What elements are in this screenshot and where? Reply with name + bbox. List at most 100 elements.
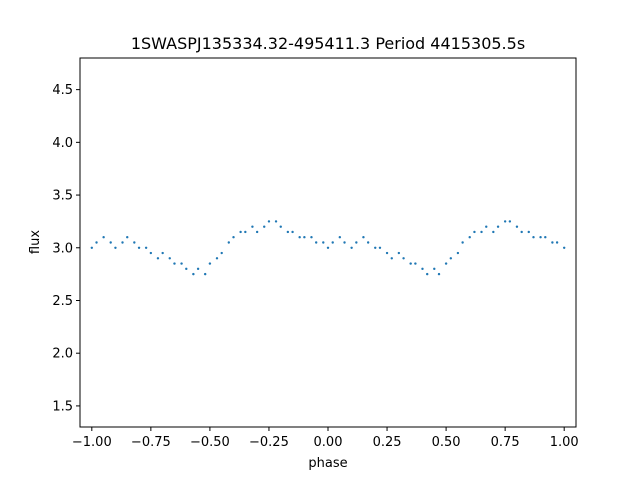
data-point — [390, 257, 393, 260]
data-point — [279, 225, 282, 228]
data-point — [314, 241, 318, 244]
scatter-points — [90, 220, 566, 276]
data-point — [95, 241, 98, 244]
data-point — [196, 267, 200, 271]
data-point — [449, 257, 453, 260]
data-point — [263, 225, 266, 228]
data-point — [555, 241, 559, 244]
data-point — [503, 220, 507, 223]
data-point — [255, 230, 259, 234]
y-tick-label: 4.5 — [52, 83, 73, 98]
data-point — [551, 241, 554, 244]
data-point — [156, 257, 160, 260]
data-point — [421, 267, 424, 271]
data-point — [508, 220, 512, 223]
data-point — [310, 236, 313, 239]
data-point — [90, 246, 94, 249]
x-tick-label: −1.00 — [72, 435, 112, 450]
y-tick-label: 3.5 — [52, 189, 73, 204]
data-point — [326, 246, 330, 249]
data-point — [114, 246, 117, 249]
data-point — [378, 246, 382, 249]
x-axis: −1.00 −0.75 −0.50 −0.25 0.00 0.25 0.50 0.75 1.00 — [72, 427, 579, 450]
y-tick-label: 2.0 — [52, 347, 73, 362]
data-point — [539, 236, 542, 239]
data-point — [208, 262, 212, 265]
data-point — [173, 262, 176, 265]
y-tick-label: 1.5 — [52, 399, 73, 414]
x-tick-label: 0.25 — [373, 435, 402, 450]
data-point — [322, 241, 325, 244]
data-point — [397, 251, 401, 255]
data-point — [239, 230, 242, 234]
data-point — [444, 262, 448, 265]
data-point — [303, 236, 306, 239]
data-point — [251, 225, 254, 228]
data-point — [461, 241, 464, 244]
x-tick-label: 0.75 — [491, 435, 520, 450]
data-point — [227, 241, 230, 244]
data-point — [203, 272, 207, 276]
data-point — [161, 251, 164, 255]
data-point — [480, 230, 483, 234]
data-point — [220, 251, 223, 255]
data-point — [492, 230, 495, 234]
data-point — [520, 230, 523, 234]
y-tick-label: 4.0 — [52, 136, 73, 151]
data-point — [532, 236, 535, 239]
data-point — [456, 251, 460, 255]
y-axis: 1.5 2.0 2.5 3.0 3.5 4.0 4.5 — [52, 83, 80, 414]
data-point — [362, 236, 365, 239]
data-point — [180, 262, 183, 265]
data-point — [473, 230, 476, 234]
data-point — [232, 236, 235, 239]
data-point — [409, 262, 412, 265]
x-tick-label: 1.00 — [550, 435, 579, 450]
x-tick-label: −0.25 — [249, 435, 289, 450]
data-point — [374, 246, 377, 249]
data-point — [215, 257, 219, 260]
data-point — [426, 272, 429, 276]
data-point — [355, 241, 358, 244]
data-point — [168, 257, 171, 260]
data-point — [343, 241, 346, 244]
data-point — [144, 246, 148, 249]
x-axis-label: phase — [308, 456, 347, 471]
data-point — [286, 230, 290, 234]
x-tick-label: 0.00 — [314, 435, 343, 450]
data-point — [133, 241, 136, 244]
data-point — [433, 267, 436, 271]
data-point — [485, 225, 488, 228]
data-point — [109, 241, 112, 244]
data-point — [402, 257, 405, 260]
data-point — [192, 272, 195, 276]
data-point — [338, 236, 342, 239]
data-point — [350, 246, 353, 249]
data-point — [102, 236, 105, 239]
data-point — [414, 262, 417, 265]
chart-title: 1SWASPJ135334.32-495411.3 Period 4415305… — [131, 34, 525, 53]
data-point — [298, 236, 301, 239]
data-point — [121, 241, 124, 244]
data-point — [185, 267, 188, 271]
x-tick-label: −0.75 — [131, 435, 171, 450]
data-point — [149, 251, 153, 255]
data-point — [331, 241, 334, 244]
data-point — [244, 230, 247, 234]
data-point — [137, 246, 141, 249]
data-point — [527, 230, 530, 234]
data-point — [515, 225, 519, 228]
data-point — [385, 251, 389, 255]
y-axis-label: flux — [28, 230, 43, 254]
y-tick-label: 2.5 — [52, 294, 73, 309]
data-point — [437, 272, 441, 276]
data-point — [468, 236, 471, 239]
x-tick-label: 0.50 — [432, 435, 461, 450]
data-point — [267, 220, 271, 223]
data-point — [126, 236, 129, 239]
data-point — [562, 246, 566, 249]
data-point — [496, 225, 500, 228]
data-point — [274, 220, 278, 223]
